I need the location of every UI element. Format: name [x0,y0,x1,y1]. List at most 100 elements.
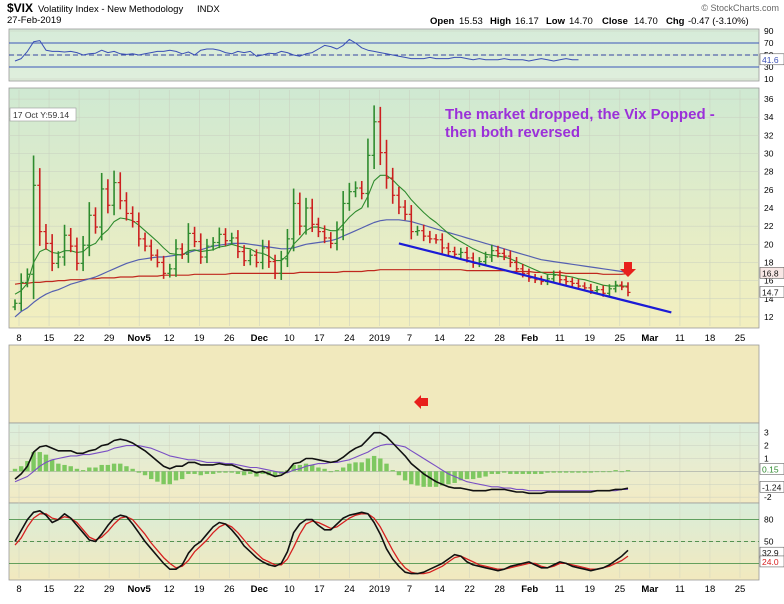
ma-mid-line [14,219,629,318]
x-tick-label-bottom: 10 [284,584,295,595]
up-ohlc-bar [284,228,290,268]
macd-histogram-bar [74,468,80,472]
change-value: -0.47 (-3.10%) [688,16,749,27]
up-ohlc-bar [185,223,191,263]
macd-histogram-bar [594,471,600,473]
up-ohlc-bar [365,138,371,208]
macd-y-tick-label: 3 [764,428,769,438]
ohlc-readout: Open 15.53 High 16.17 Low 14.70 Close 14… [430,16,749,27]
up-ohlc-bar [80,235,86,272]
price-y-tick-label: 18 [764,257,774,267]
down-ohlc-bar [37,168,43,246]
macd-histogram-bar [458,471,464,481]
up-ohlc-bar [353,181,359,198]
x-tick-label-bottom: 26 [224,584,235,595]
down-ohlc-bar [328,232,334,249]
up-ohlc-bar [210,237,216,251]
top-y-tick-label: 90 [764,26,774,36]
x-tick-label-bottom: Feb [521,584,538,595]
up-ohlc-bar [483,251,489,266]
macd-histogram-bar [99,464,104,472]
x-tick-label-bottom: 22 [74,584,85,595]
up-ohlc-bar [303,197,309,235]
rsi-line [14,38,579,62]
macd-histogram-bar [396,471,402,476]
macd-histogram-bar [607,471,612,473]
macd-histogram-bar [56,463,61,472]
down-ohlc-bar [105,179,111,214]
price-y-tick-label: 14 [764,294,774,304]
macd-histogram-bar [539,471,544,474]
x-tick-label-bottom: 11 [555,584,565,595]
macd-histogram-bar [613,470,618,472]
down-ohlc-bar [322,225,328,244]
macd-histogram-bar [501,471,507,473]
macd-hist-value-tag-box [759,463,784,475]
x-tick-label: 14 [434,333,445,344]
up-ohlc-bar [489,244,495,262]
down-ohlc-bar [507,250,513,268]
macd-histogram-bar [483,471,488,477]
down-ohlc-bar [74,237,80,271]
macd-histogram-bar [427,471,433,487]
down-ohlc-bar [154,249,160,268]
x-tick-label: Nov5 [128,333,152,344]
support-trendline [398,242,672,314]
down-ohlc-bar [43,224,49,250]
macd-histogram-bar [433,471,439,487]
macd-histogram-bar [384,463,389,472]
up-ohlc-bar [551,270,557,283]
macd-histogram-bar [130,468,135,472]
macd-histogram-bar [526,471,532,474]
open-label: Open [430,16,454,27]
up-ohlc-bar [613,280,619,293]
x-tick-label: 28 [494,333,505,344]
macd-histogram-bar [452,471,457,483]
left-arrow-icon [414,395,428,409]
x-tick-label-bottom: 22 [464,584,475,595]
down-ohlc-bar [377,106,383,166]
low-value: 14.70 [569,16,593,27]
price-y-tick-label: 12 [764,312,774,322]
down-ohlc-bar [68,227,74,253]
down-ohlc-bar [179,243,185,259]
macd-histogram-bar [210,471,216,474]
stoch-y-tick-label: 50 [764,537,774,547]
down-ohlc-bar [390,167,396,204]
macd-histogram-bar [625,470,631,472]
ma-long-line [14,269,629,285]
x-tick-label-bottom: 12 [164,584,175,595]
macd-histogram-bar [415,471,420,486]
down-ohlc-bar [297,192,303,236]
macd-histogram-bar [464,471,470,480]
macd-histogram-bar [161,471,166,485]
macd-histogram-bar [87,467,92,472]
macd-histogram-bar [551,471,556,473]
macd-histogram-bar [347,463,352,472]
macd-histogram-bar [359,462,364,472]
macd-line [14,431,629,495]
macd-histogram-bar [582,471,587,473]
macd-histogram-bar [489,471,494,474]
high-value: 16.17 [515,16,539,27]
x-tick-label: 25 [735,333,746,344]
macd-histogram-bar [62,464,67,472]
chart-header: $VIX Volatility Index - New Methodology … [7,1,779,27]
top-y-tick-label: 70 [764,38,774,48]
value-tags: 41.6 16.8 14.7 0.15 -1.24 32.924.0 [759,53,784,568]
down-ohlc-bar [396,186,402,215]
macd-histogram-bar [291,464,296,472]
x-tick-label: 18 [705,333,716,344]
x-tick-label: 12 [164,333,175,344]
x-tick-label-bottom: 15 [44,584,55,595]
macd-histogram-bar [31,452,36,472]
rsi-value-tag-box [759,53,784,66]
up-ohlc-bar [99,172,105,241]
stoch-k-line [14,509,629,575]
macd-y-tick-label: 2 [764,441,769,451]
up-ohlc-bar [18,273,24,311]
macd-histogram-bar [167,471,172,485]
up-ohlc-bar [31,155,37,300]
down-ohlc-bar [563,275,569,285]
ohlc-bars [12,105,631,311]
